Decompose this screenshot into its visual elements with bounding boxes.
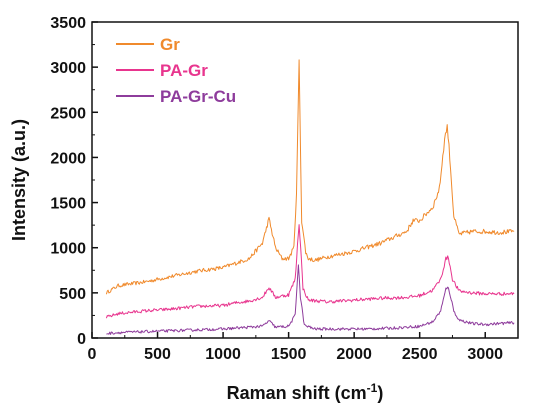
series-line-gr [105, 59, 515, 295]
legend-label: PA-Gr [160, 61, 208, 80]
y-tick-label: 0 [77, 331, 86, 348]
x-axis-label-end: ) [377, 383, 383, 403]
x-tick-label: 2000 [336, 346, 372, 363]
legend-label: Gr [160, 35, 180, 54]
y-tick-label: 3000 [50, 60, 86, 77]
x-tick-label: 500 [144, 346, 171, 363]
series-line-pa-gr-cu [106, 264, 515, 335]
y-tick-label: 1500 [50, 196, 86, 213]
y-axis-label: Intensity (a.u.) [9, 119, 29, 241]
legend: Gr PA-Gr PA-Gr-Cu [116, 35, 236, 106]
x-tick-label: 0 [88, 346, 97, 363]
x-tick-label: 1000 [205, 346, 241, 363]
x-axis-label-superscript: -1 [367, 381, 378, 395]
x-tick-label: 1500 [271, 346, 307, 363]
y-tick-label: 2500 [50, 105, 86, 122]
y-tick-label: 2000 [50, 150, 86, 167]
y-tick-label: 1000 [50, 241, 86, 258]
series-layer [105, 59, 515, 335]
y-tick-label: 500 [59, 286, 86, 303]
x-tick-label: 2500 [402, 346, 438, 363]
series-line-pa-gr [105, 224, 515, 319]
x-axis-label: Raman shift (cm-1) [227, 381, 384, 403]
y-tick-label: 3500 [50, 15, 86, 32]
x-tick-label: 3000 [467, 346, 503, 363]
legend-label: PA-Gr-Cu [160, 87, 236, 106]
x-axis-label-main: Raman shift (cm [227, 383, 367, 403]
ticks-layer: 0 500 1000 1500 2000 2500 3000 0 500 1000 1500 2000… [50, 15, 503, 363]
plot-frame [91, 21, 519, 339]
